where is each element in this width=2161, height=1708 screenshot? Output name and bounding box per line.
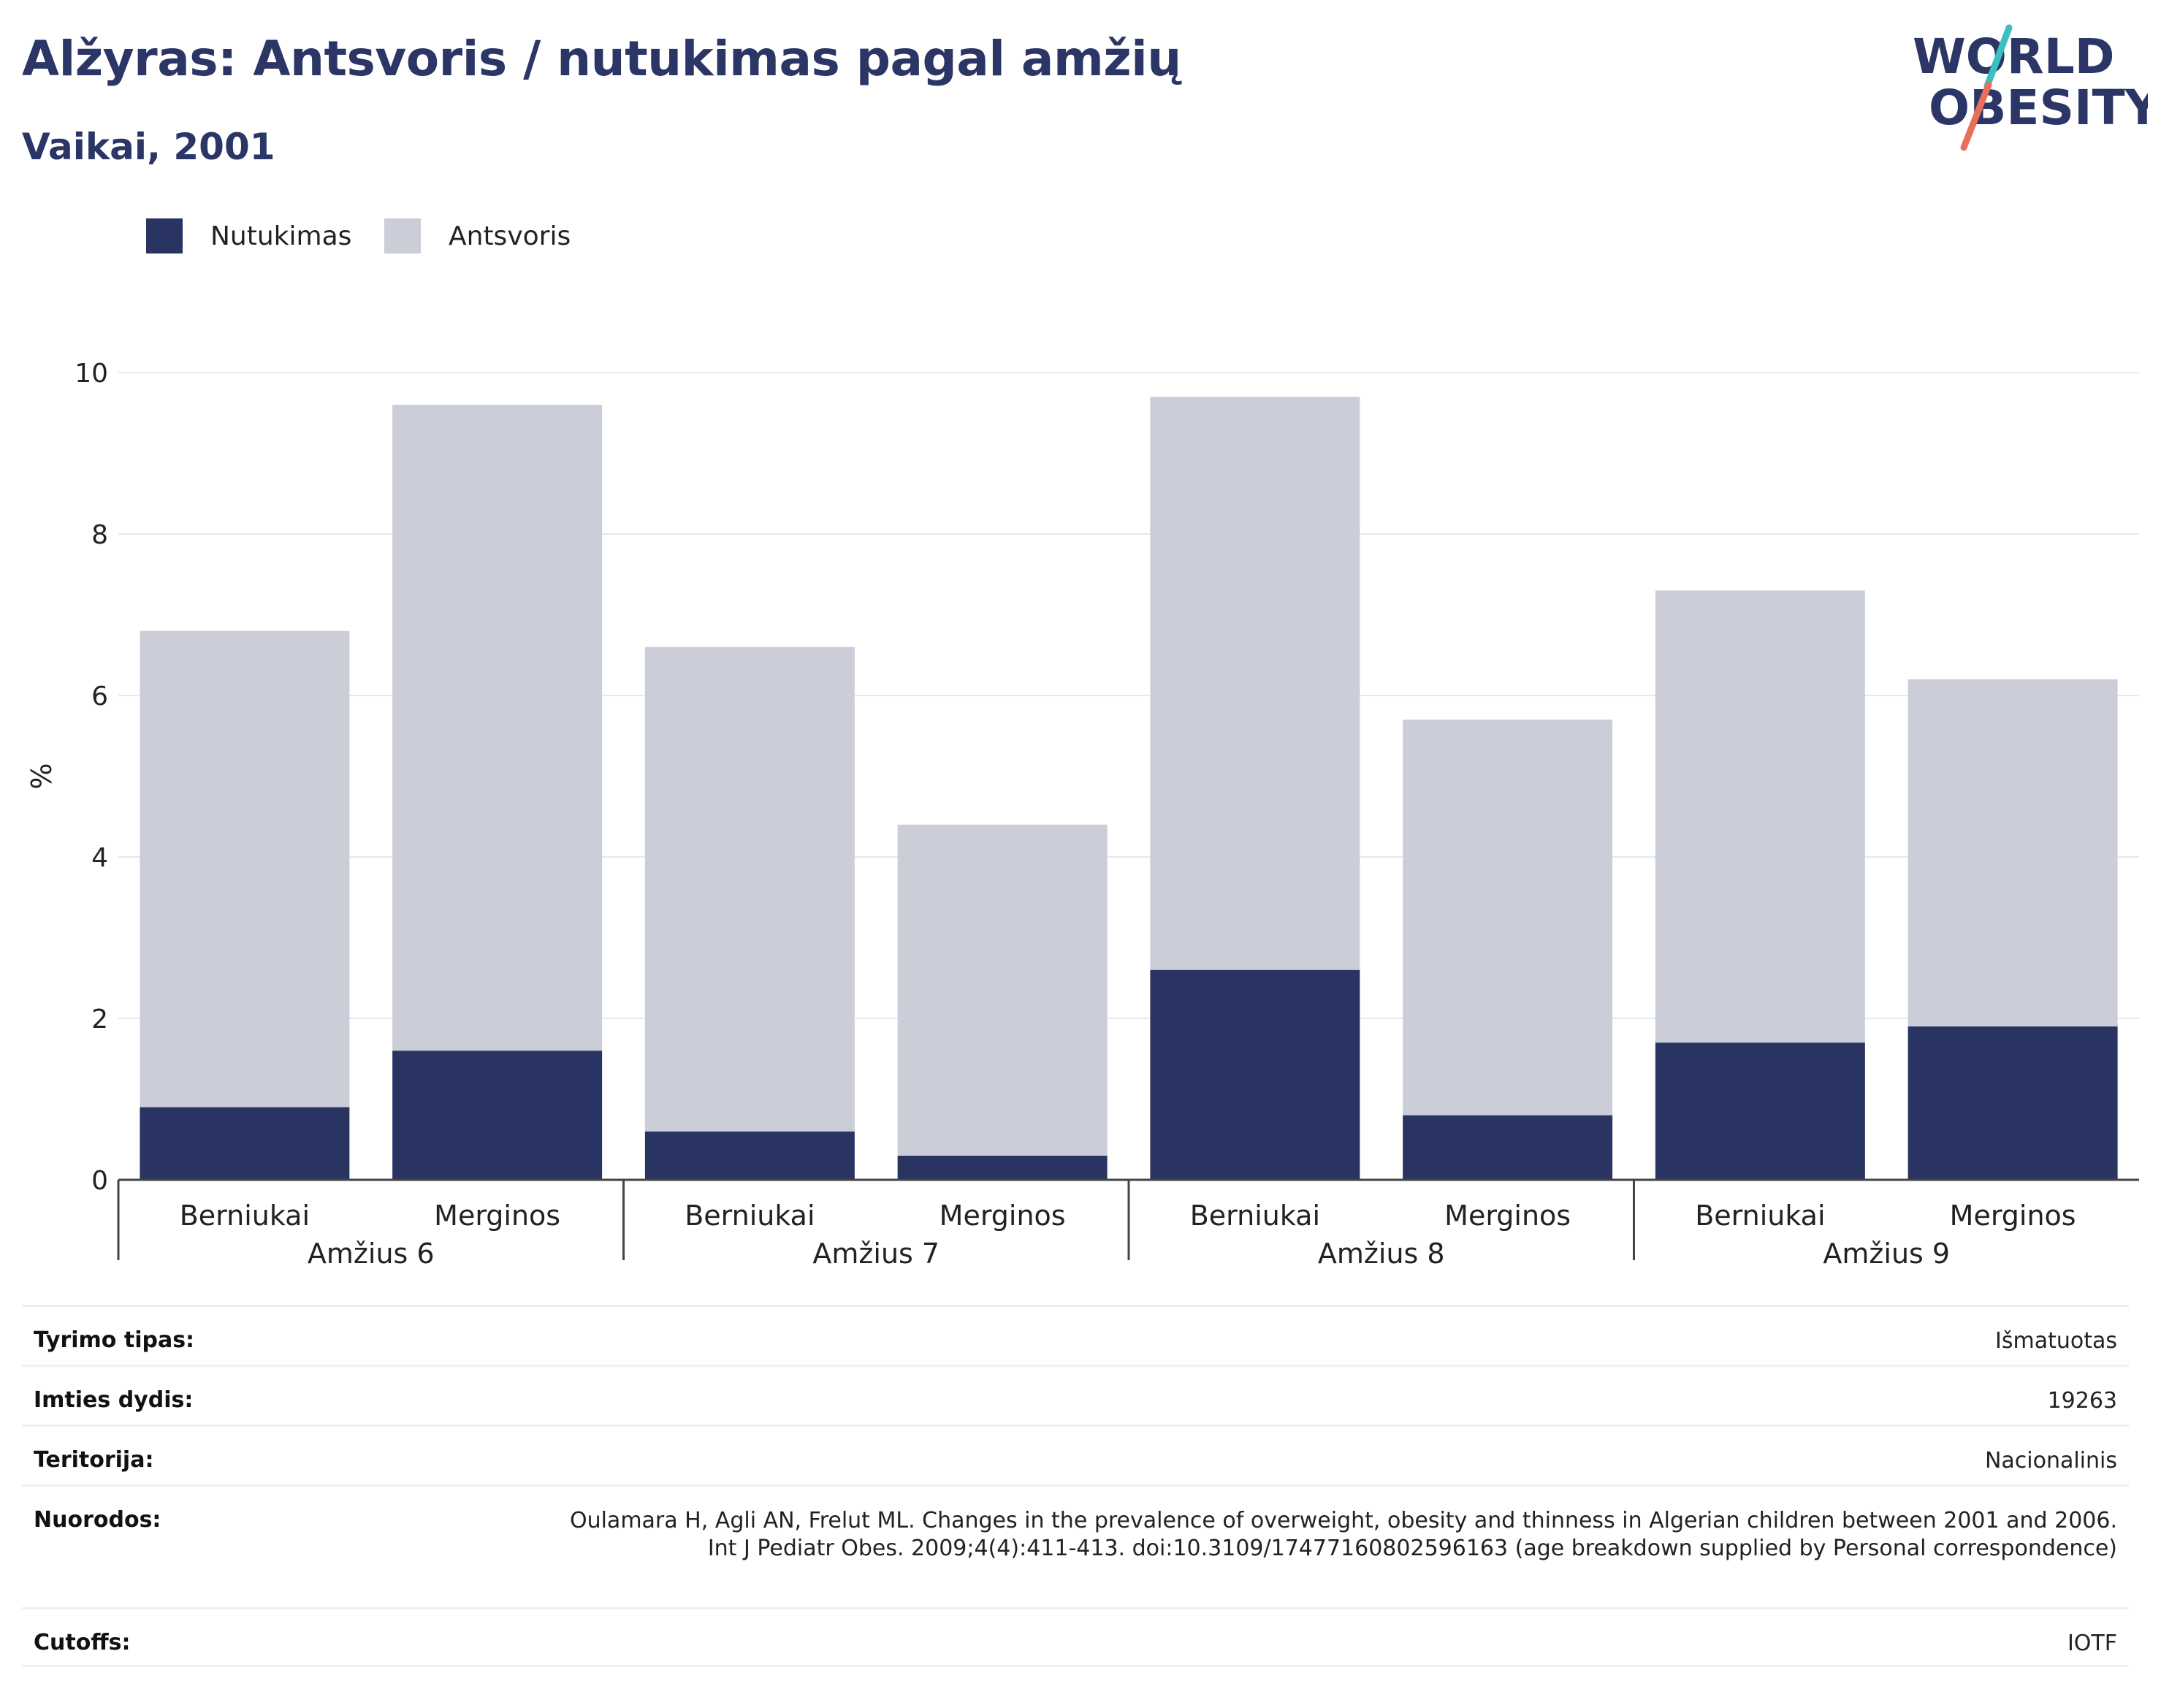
x-group-label: Amžius 9 <box>1823 1238 1950 1270</box>
x-tick-label: Merginos <box>1444 1200 1571 1232</box>
meta-row-sample-size: Imties dydis: 19263 <box>22 1365 2129 1425</box>
meta-value: Nacionalinis <box>1984 1448 2117 1473</box>
meta-label: Cutoffs: <box>34 1630 131 1655</box>
meta-label: Teritorija: <box>34 1447 154 1473</box>
meta-row-study-type: Tyrimo tipas: Išmatuotas <box>22 1305 2129 1365</box>
bar-obesity <box>644 1131 855 1180</box>
logo-word-world: WORLD <box>1913 28 2115 85</box>
bar-overweight <box>1150 397 1360 970</box>
x-tick-label: Berniukai <box>685 1200 815 1232</box>
bar-obesity <box>1403 1115 1613 1180</box>
meta-row-references: Nuorodos: Oulamara H, Agli AN, Frelut ML… <box>22 1484 2129 1607</box>
x-tick-label: Merginos <box>1950 1200 2076 1232</box>
y-axis-label: % <box>26 763 58 789</box>
meta-value: Išmatuotas <box>1995 1328 2117 1354</box>
y-tick-label: 2 <box>91 1004 108 1034</box>
logo-slash-red <box>1960 81 1992 151</box>
x-tick-label: Merginos <box>434 1200 560 1232</box>
bar-obesity <box>1150 969 1360 1180</box>
bar-obesity <box>897 1155 1108 1180</box>
meta-row-cutoffs: Cutoffs: IOTF <box>22 1607 2129 1667</box>
x-group-label: Amžius 6 <box>308 1238 435 1270</box>
bar-overweight <box>1907 679 2118 1027</box>
legend-label-obesity: Nutukimas <box>210 221 352 251</box>
bar-obesity <box>392 1051 603 1180</box>
y-tick-label: 4 <box>91 843 108 873</box>
y-tick-label: 0 <box>91 1166 108 1196</box>
logo-slash-teal <box>1983 24 2013 90</box>
bar-obesity <box>140 1107 350 1180</box>
bar-overweight <box>644 647 855 1132</box>
legend-label-overweight: Antsvoris <box>449 221 571 251</box>
x-tick-label: Berniukai <box>1695 1200 1825 1232</box>
x-group-label: Amžius 8 <box>1318 1238 1445 1270</box>
meta-value: IOTF <box>2067 1631 2117 1656</box>
y-tick-label: 6 <box>91 682 108 712</box>
bar-obesity <box>1655 1042 1865 1180</box>
meta-value: Oulamara H, Agli AN, Frelut ML. Changes … <box>569 1508 2117 1561</box>
legend-item-overweight[interactable]: Antsvoris <box>384 216 571 256</box>
meta-value: 19263 <box>2047 1388 2117 1414</box>
chart-subtitle: Vaikai, 2001 <box>22 126 275 168</box>
world-obesity-logo: WORLD OBESITY <box>1913 24 2148 151</box>
bar-overweight <box>1403 720 1613 1116</box>
bar-overweight <box>897 824 1108 1156</box>
x-group-label: Amžius 7 <box>812 1238 940 1270</box>
study-info-table: Tyrimo tipas: Išmatuotas Imties dydis: 1… <box>22 1305 2129 1667</box>
x-tick-label: Berniukai <box>180 1200 310 1232</box>
x-tick-label: Merginos <box>940 1200 1066 1232</box>
bar-overweight <box>140 630 350 1107</box>
legend-swatch-obesity <box>146 218 183 253</box>
stacked-bar-chart: 0 2 4 6 8 10% Berniukai Merginos Berniukai Mergin… <box>26 359 2139 1270</box>
meta-label: Tyrimo tipas: <box>34 1327 195 1353</box>
y-tick-label: 8 <box>91 520 108 550</box>
logo-word-obesity: OBESITY <box>1929 80 2148 136</box>
meta-row-territory: Teritorija: Nacionalinis <box>22 1425 2129 1484</box>
legend-item-obesity[interactable]: Nutukimas <box>146 216 351 256</box>
bar-overweight <box>392 405 603 1051</box>
bar-overweight <box>1655 590 1865 1043</box>
meta-label: Imties dydis: <box>34 1387 194 1413</box>
bar-obesity <box>1907 1026 2118 1180</box>
chart-title: Alžyras: Antsvoris / nutukimas pagal amž… <box>22 31 1181 87</box>
y-tick-label: 10 <box>75 359 108 389</box>
x-tick-label: Berniukai <box>1190 1200 1320 1232</box>
meta-label: Nuorodos: <box>34 1507 161 1533</box>
legend-swatch-overweight <box>384 218 421 253</box>
